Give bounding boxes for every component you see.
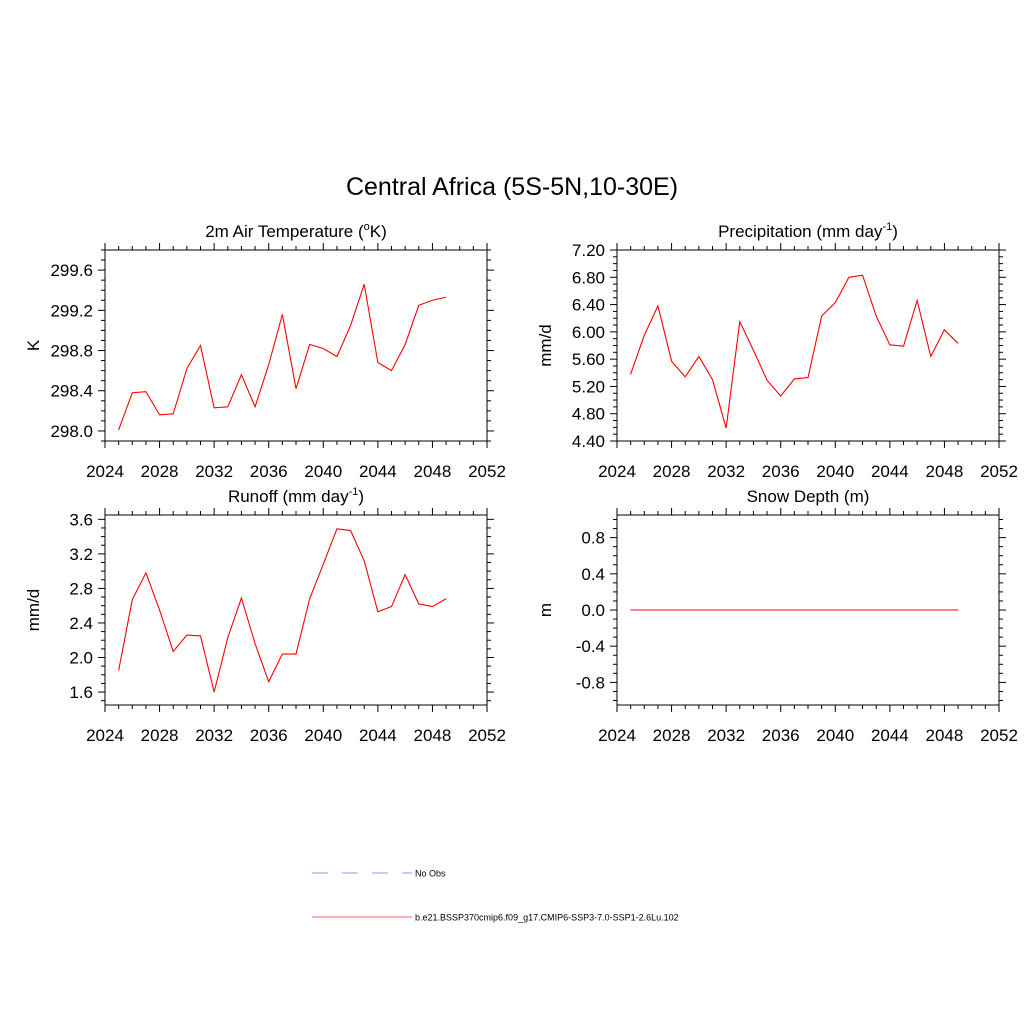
panel-title: Snow Depth (m) <box>747 487 870 506</box>
x-tick-label: 2032 <box>195 462 233 481</box>
y-axis-label: mm/d <box>536 324 555 367</box>
x-tick-label: 2032 <box>707 462 745 481</box>
figure-title: Central Africa (5S-5N,10-30E) <box>346 173 678 201</box>
panel-runoff: Runoff (mm day-1) mm/d 2024 2028 2032 2036 204… <box>24 486 506 745</box>
x-tick-label: 2040 <box>304 462 342 481</box>
y-tick-label: 3.2 <box>69 545 93 564</box>
y-tick-label: 3.6 <box>69 510 93 529</box>
x-tick-label: 2028 <box>141 462 179 481</box>
x-tick-label: 2048 <box>926 462 964 481</box>
x-tick-label: 2044 <box>871 462 909 481</box>
y-tick-label: 0.0 <box>581 601 605 620</box>
y-tick-label: 7.20 <box>572 241 605 260</box>
x-tick-label: 2036 <box>762 462 800 481</box>
x-tick-label: 2032 <box>707 726 745 745</box>
x-tick-label: 2036 <box>250 462 288 481</box>
panel-precipitation: Precipitation (mm day-1) mm/d 2024 2028 2032… <box>536 221 1018 481</box>
x-tick-label: 2024 <box>598 726 636 745</box>
y-tick-label: 6.00 <box>572 323 605 342</box>
panel-snow-depth: Snow Depth (m) m 2024 2028 2032 2036 2040 2044 2… <box>536 487 1018 745</box>
y-axis-label: m <box>536 603 555 617</box>
x-tick-label: 2024 <box>86 462 124 481</box>
y-tick-label: -0.4 <box>576 637 605 656</box>
y-tick-label: 0.8 <box>581 529 605 548</box>
panel-title: Precipitation (mm day-1) <box>718 221 898 241</box>
y-tick-label: -0.8 <box>576 673 605 692</box>
x-tick-label: 2052 <box>980 462 1018 481</box>
y-tick-label: 299.2 <box>50 301 93 320</box>
legend: No Obs b.e21.BSSP370cmip6.f09_g17.CMIP6-S… <box>312 869 679 923</box>
x-tick-label: 2040 <box>304 726 342 745</box>
panel-title: 2m Air Temperature (oK) <box>205 221 387 241</box>
x-tick-label: 2052 <box>980 726 1018 745</box>
x-tick-label: 2032 <box>195 726 233 745</box>
x-tick-label: 2052 <box>468 462 506 481</box>
x-tick-label: 2048 <box>926 726 964 745</box>
plot-frame <box>104 249 488 442</box>
y-tick-label: 4.40 <box>572 432 605 451</box>
legend-label: No Obs <box>415 869 446 879</box>
y-tick-label: 298.0 <box>50 422 93 441</box>
x-tick-label: 2028 <box>653 726 691 745</box>
legend-label: b.e21.BSSP370cmip6.f09_g17.CMIP6-SSP3-7.… <box>415 913 679 923</box>
plot-frame <box>616 249 1000 442</box>
x-tick-label: 2040 <box>816 462 854 481</box>
x-tick-label: 2048 <box>414 462 452 481</box>
y-tick-label: 6.40 <box>572 296 605 315</box>
x-tick-label: 2024 <box>598 462 636 481</box>
x-tick-label: 2024 <box>86 726 124 745</box>
x-tick-label: 2044 <box>871 726 909 745</box>
panel-title: Runoff (mm day-1) <box>228 486 364 506</box>
y-tick-label: 1.6 <box>69 683 93 702</box>
x-tick-label: 2044 <box>359 726 397 745</box>
x-tick-label: 2044 <box>359 462 397 481</box>
y-tick-label: 2.4 <box>69 614 93 633</box>
y-tick-label: 298.4 <box>50 382 93 401</box>
y-tick-label: 299.6 <box>50 261 93 280</box>
y-tick-label: 4.80 <box>572 405 605 424</box>
x-tick-label: 2028 <box>653 462 691 481</box>
x-tick-label: 2036 <box>250 726 288 745</box>
x-tick-label: 2048 <box>414 726 452 745</box>
y-tick-label: 5.20 <box>572 377 605 396</box>
series-line <box>630 274 959 429</box>
panel-temperature: 2m Air Temperature (oK) K 2024 2028 2032 2036… <box>24 221 506 481</box>
plot-frame <box>104 514 488 706</box>
series-line <box>118 528 447 693</box>
x-tick-label: 2036 <box>762 726 800 745</box>
y-tick-label: 298.8 <box>50 342 93 361</box>
y-tick-label: 2.8 <box>69 579 93 598</box>
y-axis-label: K <box>24 339 43 351</box>
y-axis-label: mm/d <box>24 589 43 632</box>
y-tick-label: 2.0 <box>69 649 93 668</box>
x-tick-label: 2040 <box>816 726 854 745</box>
y-tick-label: 5.60 <box>572 350 605 369</box>
y-tick-label: 0.4 <box>581 565 605 584</box>
x-tick-label: 2052 <box>468 726 506 745</box>
y-tick-label: 6.80 <box>572 268 605 287</box>
series-line <box>118 284 447 431</box>
x-tick-label: 2028 <box>141 726 179 745</box>
